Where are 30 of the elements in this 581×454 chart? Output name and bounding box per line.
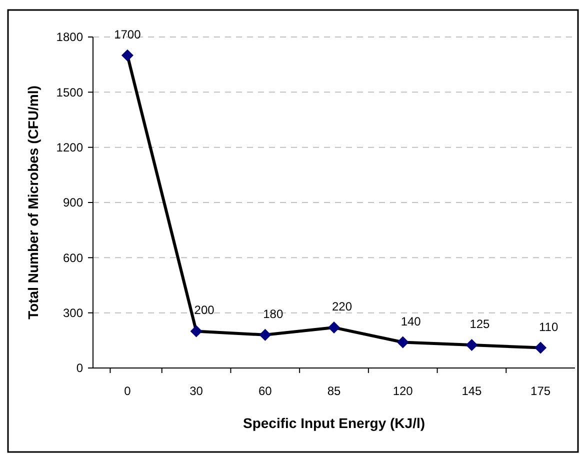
x-tick-label: 30 [190,384,204,398]
point [328,322,340,334]
x-tick-label: 175 [530,384,551,398]
data-label: 220 [332,300,352,314]
point [121,49,134,62]
y-tick-label: 0 [76,361,84,376]
data-label: 200 [194,303,215,318]
x-tick-label: 120 [392,384,414,398]
x-tick-label: 85 [327,384,341,398]
y-tick-label: 300 [62,306,84,320]
y-tick-label: 1200 [56,140,84,155]
y-tick-label: 600 [62,250,84,265]
x-tick-label: 60 [258,384,272,398]
data-label: 180 [263,306,284,321]
y-tick-label: 1500 [56,85,84,100]
point [466,339,478,352]
y-axis-title: Total Number of Microbes (CFU/ml) [25,86,41,320]
x-tick-label: 0 [124,384,132,398]
point [534,342,547,354]
point [190,325,202,338]
y-tick-label: 900 [62,196,84,210]
data-label: 110 [539,320,558,334]
data-label: 140 [400,314,422,328]
point [259,328,272,341]
data-label: 125 [470,317,490,332]
x-axis-title: Specific Input Energy (KJ/l) [242,415,426,431]
y-tick-label: 1800 [56,30,84,44]
data-label: 1700 [114,27,142,42]
x-tick-label: 145 [462,384,482,398]
point [396,336,409,348]
